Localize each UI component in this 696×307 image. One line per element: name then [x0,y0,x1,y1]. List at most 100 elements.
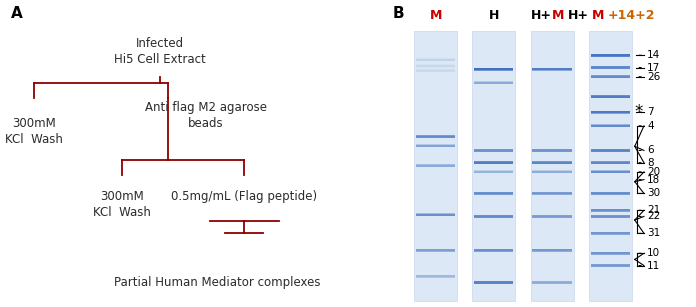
Bar [591,232,630,234]
Bar [591,125,630,127]
Bar [591,54,630,56]
Bar [532,161,571,164]
Bar [591,209,630,212]
Bar [416,249,455,251]
Text: 8: 8 [647,158,654,168]
Bar [591,252,630,255]
Text: 300mM
KCl  Wash: 300mM KCl Wash [93,190,151,219]
Text: *: * [635,103,643,121]
Bar [474,249,514,252]
Text: 6: 6 [647,146,654,155]
Bar [532,281,571,284]
Bar [532,249,571,252]
Text: M: M [429,9,442,22]
Bar [532,162,571,164]
Bar [591,111,630,113]
Bar [416,65,455,67]
Bar [416,70,455,72]
Text: 300mM
KCl  Wash: 300mM KCl Wash [5,117,63,146]
Bar [591,171,630,173]
Bar [416,65,455,67]
Text: B: B [393,6,404,21]
Bar [474,162,514,164]
Bar [416,214,455,216]
Bar [474,249,514,251]
Bar [416,144,455,147]
Bar [591,54,630,56]
Bar [474,68,514,70]
Bar [474,161,514,164]
Text: 20: 20 [647,167,660,177]
Bar [416,275,455,277]
Bar [474,216,514,217]
Bar [591,171,630,173]
Bar [416,136,455,138]
Bar [416,135,455,138]
Bar [474,68,514,71]
Bar [474,192,514,194]
Text: 10: 10 [647,248,660,258]
Bar [591,215,630,218]
Bar [532,192,571,195]
Bar [416,249,455,252]
Bar [532,216,571,217]
Bar [591,76,630,78]
Bar [532,149,571,152]
Bar [532,68,571,70]
Bar [473,31,515,301]
Bar [591,264,630,267]
Bar [532,149,571,152]
Text: M: M [552,9,564,22]
Bar [591,149,630,152]
Bar [532,216,571,217]
Bar [591,125,630,127]
Bar [532,192,571,195]
Bar [591,149,630,152]
Bar [591,216,630,217]
Bar [532,192,571,194]
Bar [591,171,630,173]
Bar [591,54,630,56]
Bar [532,170,571,173]
Text: 21: 21 [647,205,661,215]
Bar [532,171,571,173]
Bar [416,135,455,138]
Bar [591,124,630,127]
Bar [532,281,571,284]
Bar [532,68,571,71]
Bar [591,149,630,151]
Bar [416,164,455,167]
Bar [416,275,455,278]
Text: 31: 31 [647,228,661,238]
Bar [591,252,630,254]
Bar [474,170,514,173]
Text: Anti flag M2 agarose
beads: Anti flag M2 agarose beads [145,101,267,130]
Text: H: H [489,9,499,22]
Bar [591,95,630,98]
Bar [474,82,514,84]
Bar [589,31,632,301]
Bar [591,125,630,127]
Bar [532,192,571,195]
Bar [474,68,514,70]
Bar [591,161,630,164]
Bar [416,145,455,147]
Bar [591,192,630,195]
Bar [591,209,630,211]
Bar [474,82,514,84]
Bar [591,192,630,195]
Bar [474,171,514,173]
Bar [532,150,571,151]
Bar [591,95,630,98]
Text: 7: 7 [647,107,654,117]
Bar [532,68,571,70]
Bar [591,252,630,255]
Text: 0.5mg/mL (Flag peptide): 0.5mg/mL (Flag peptide) [171,190,317,203]
Bar [591,215,630,218]
Bar [591,66,630,68]
Bar [591,66,630,69]
Bar [591,111,630,113]
Bar [532,171,571,173]
Bar [474,215,514,218]
Bar [474,68,514,70]
